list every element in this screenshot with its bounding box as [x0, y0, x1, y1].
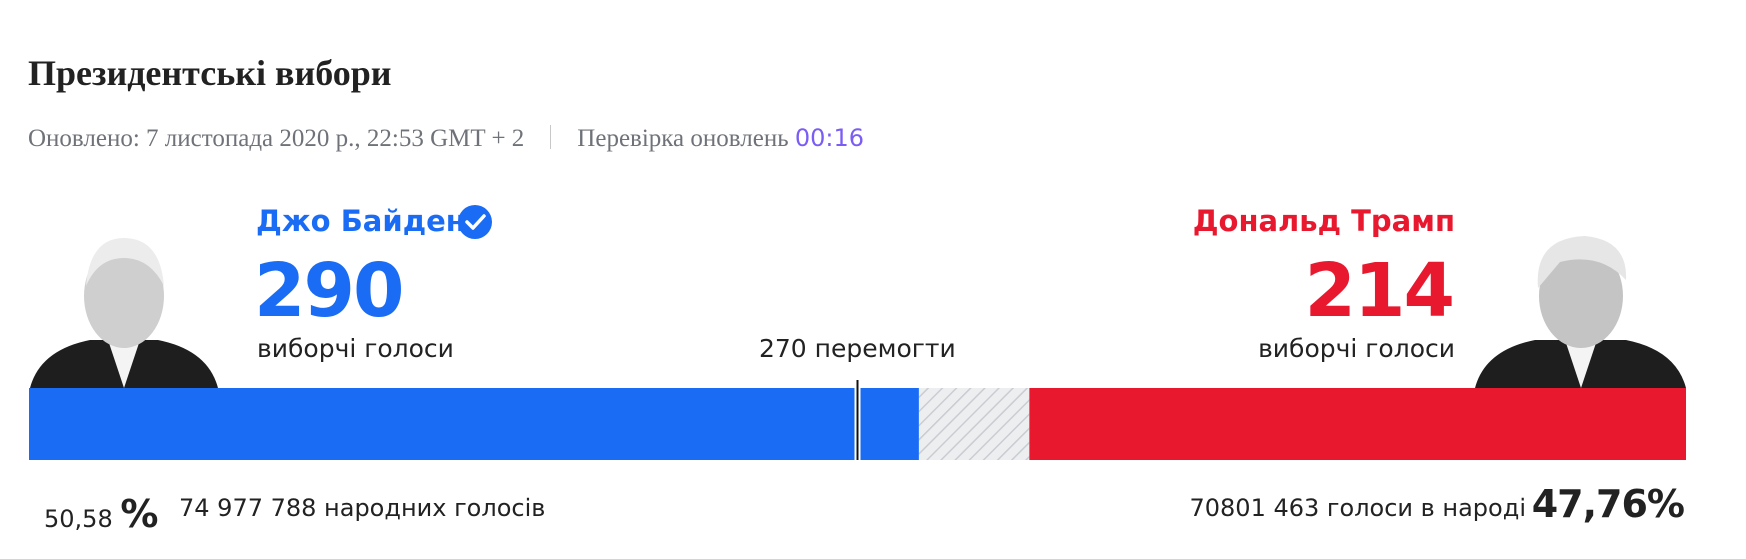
popular-percent: 47,76% — [1531, 482, 1685, 526]
percent-unit: % — [120, 492, 159, 536]
candidate-name: Джо Байден — [256, 204, 466, 238]
undecided-segment — [918, 388, 1030, 460]
refresh-timer: 00:16 — [794, 124, 865, 152]
biden-photo — [30, 238, 218, 388]
updated: Оновлено: 7 листопада 2020 р., 22:53 GMT… — [28, 125, 525, 152]
electoral-label: виборчі голоси — [257, 334, 454, 363]
electoral-label: виборчі голоси — [1258, 334, 1455, 363]
electoral-votes: 290 — [254, 248, 404, 334]
trump-segment — [1029, 388, 1686, 460]
verified-icon — [458, 205, 492, 239]
update-info: Оновлено: 7 листопада 2020 р., 22:53 GMT… — [28, 124, 864, 153]
trump-photo — [1475, 236, 1686, 388]
popular-votes: 74 977 788 народних голосів — [179, 494, 546, 522]
percent-value: 50,58 — [44, 505, 113, 533]
separator — [550, 125, 552, 149]
threshold-label: 270 перемогти — [759, 334, 956, 363]
popular-percent: 50,58 % — [44, 492, 158, 536]
title: Президентські вибори — [28, 53, 392, 93]
popular-votes: 70801 463 голоси в народі — [1189, 494, 1526, 522]
electoral-votes: 214 — [1304, 248, 1455, 334]
biden-segment — [29, 388, 919, 460]
candidate-name: Дональд Трамп — [1192, 204, 1455, 238]
refresh-label: Перевірка оновлень — [577, 125, 789, 152]
